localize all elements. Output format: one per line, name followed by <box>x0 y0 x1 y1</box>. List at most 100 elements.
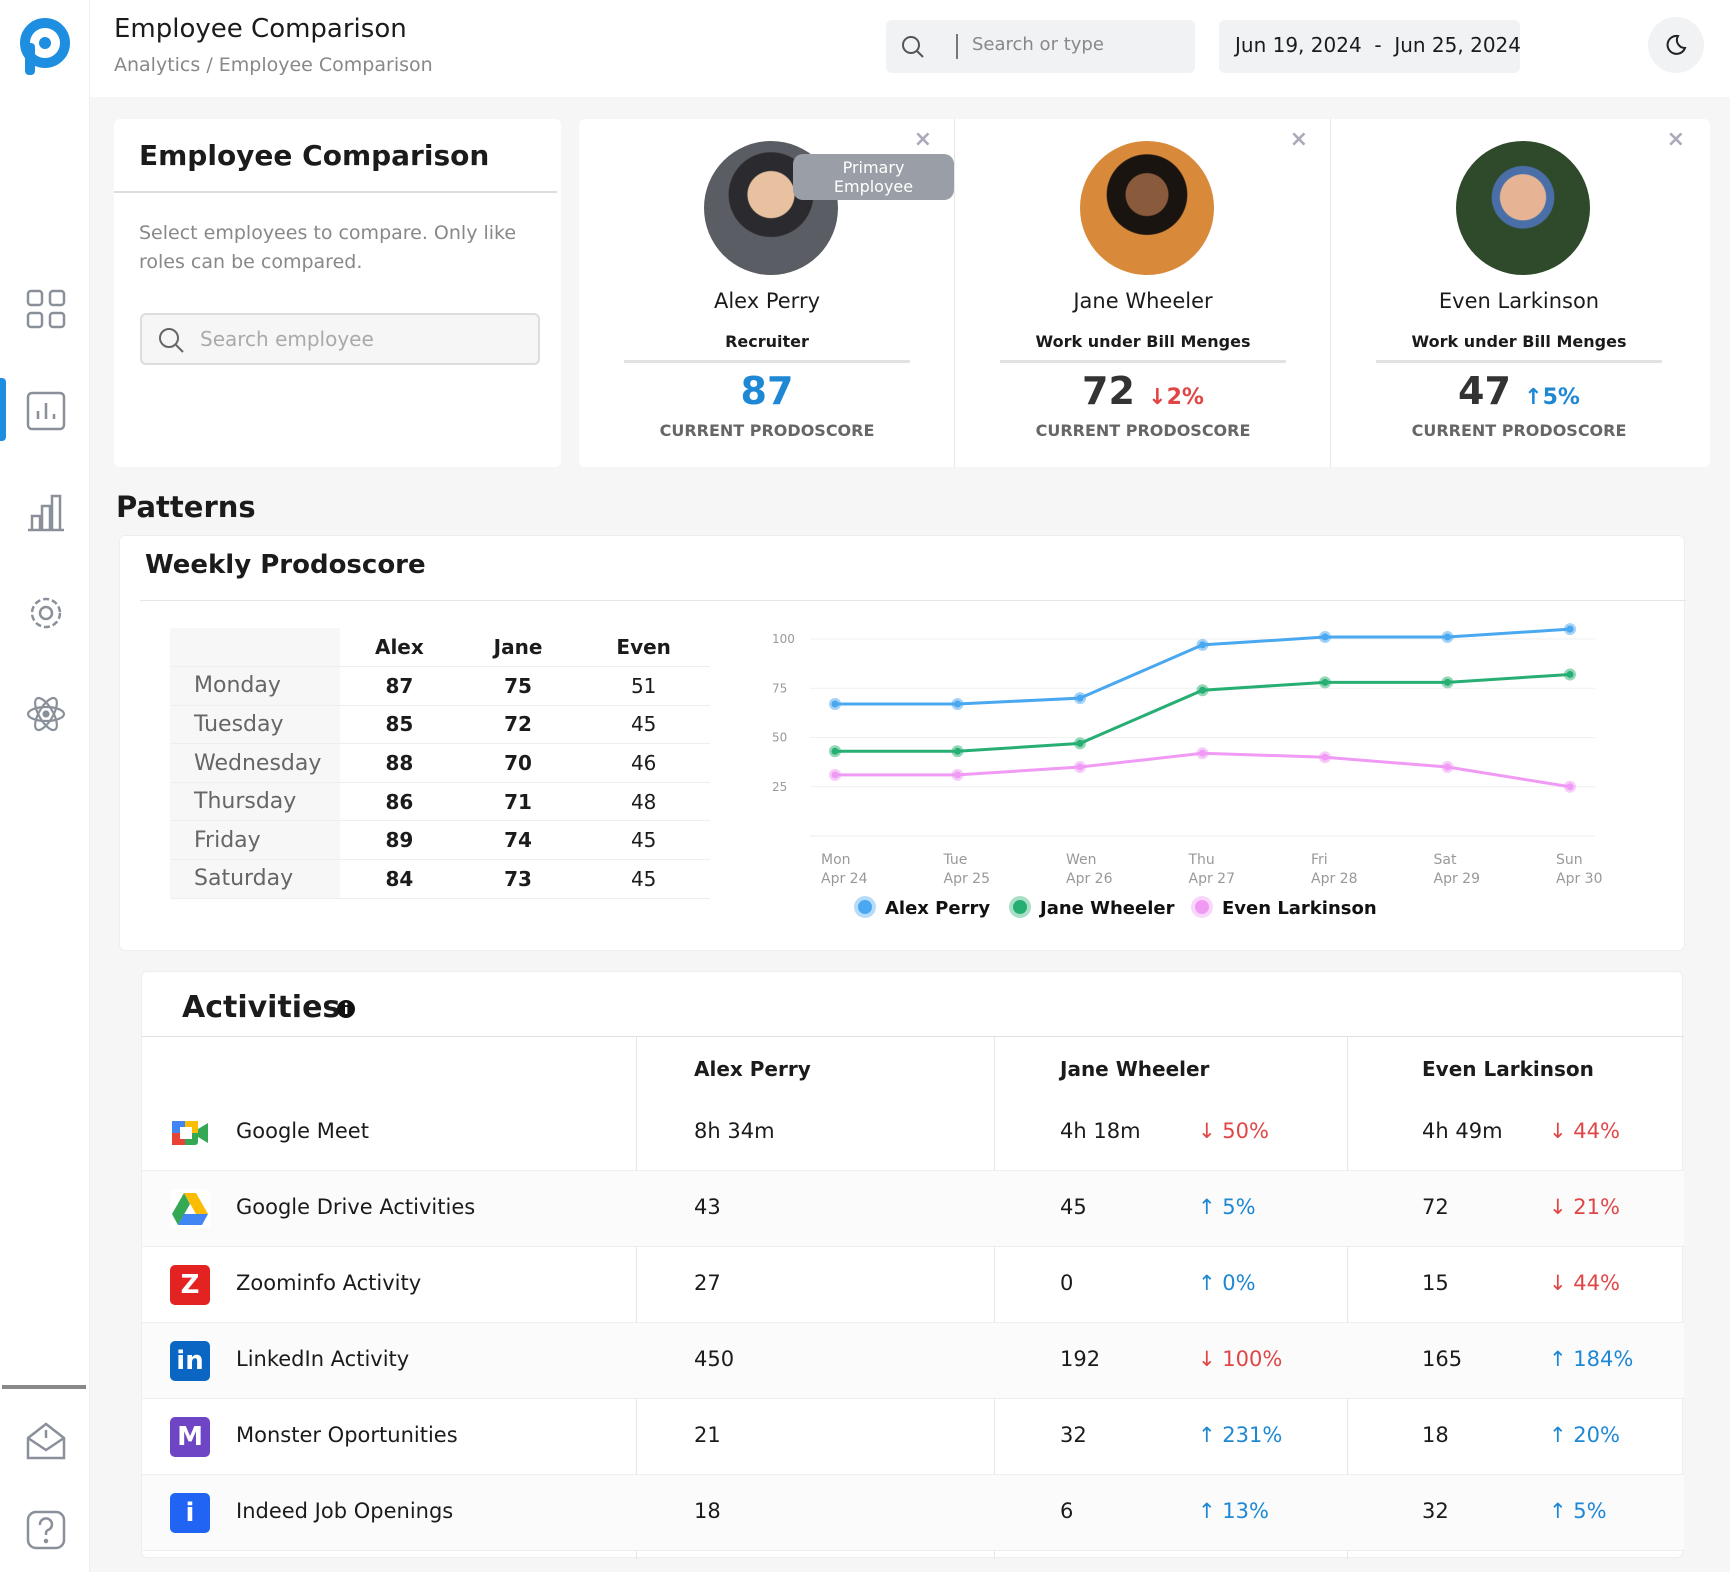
card-title: Weekly Prodoscore <box>145 550 426 580</box>
data-point-core <box>954 747 961 755</box>
score-cell: 71 <box>458 782 578 822</box>
employee-name: Jane Wheeler <box>1073 289 1213 313</box>
weekly-line-chart: 25 50 75 100 Mon Apr 24 Tue Apr 25 Wen Apr 26 Thu A… <box>772 623 1602 919</box>
legend-label: Jane Wheeler <box>1038 898 1175 919</box>
data-point-core <box>1321 633 1329 641</box>
date-range-picker[interactable]: Jun 19, 2024 - Jun 25, 2024 <box>1219 20 1521 73</box>
current-score: 47 <box>1458 369 1511 413</box>
legend-marker-core <box>858 900 872 914</box>
current-score: 72 <box>1082 369 1135 413</box>
x-tick-date: Apr 26 <box>1066 871 1113 887</box>
activity-row: in LinkedIn Activity 450 192 ↓ 100% 165 … <box>142 1323 1684 1399</box>
remove-employee-icon[interactable]: × <box>1666 127 1685 152</box>
jane-value: 6 <box>1060 1499 1074 1523</box>
global-search[interactable]: Search or type <box>886 20 1195 73</box>
settings-gear-icon[interactable] <box>24 591 68 635</box>
alex-value: 450 <box>694 1347 735 1371</box>
data-point-core <box>1444 633 1451 641</box>
even-change: ↑ 184% <box>1549 1347 1634 1371</box>
app-name: LinkedIn Activity <box>236 1347 410 1371</box>
analytics-icon[interactable] <box>24 389 68 433</box>
score-cell: 45 <box>577 820 710 861</box>
employee-card: × Jane Wheeler Work under Bill Menges 72… <box>955 119 1331 467</box>
employee-avatar <box>1080 141 1214 275</box>
prodoscore-logo[interactable] <box>18 18 72 76</box>
score-cell: 74 <box>458 820 578 861</box>
primary-employee-badge: Primary Employee <box>793 154 954 200</box>
remove-employee-icon[interactable]: × <box>913 127 932 152</box>
jane-change: ↑ 0% <box>1198 1271 1256 1295</box>
dashboard-grid-icon[interactable] <box>24 287 68 331</box>
alex-value: 8h 34m <box>694 1119 775 1143</box>
activity-row: i Indeed Job Openings 18 6 ↑ 13% 32 ↑ 5% <box>142 1475 1684 1551</box>
score-cell: 85 <box>340 705 459 745</box>
jane-change: ↑ 13% <box>1198 1499 1269 1523</box>
sidebar <box>0 0 90 1572</box>
search-input[interactable]: Search or type <box>972 34 1104 55</box>
score-cell: 73 <box>458 859 578 899</box>
x-tick-day: Mon <box>821 852 851 868</box>
panel-description: Select employees to compare. Only like r… <box>139 222 517 273</box>
google-meet-icon <box>170 1113 210 1153</box>
x-tick-date: Apr 30 <box>1556 871 1602 887</box>
even-change: ↓ 44% <box>1549 1119 1620 1143</box>
app-name: Google Meet <box>236 1119 369 1143</box>
app-name: Indeed Job Openings <box>236 1499 454 1523</box>
table-row: Monday 87 75 51 <box>170 666 710 706</box>
jane-change: ↓ 100% <box>1198 1347 1283 1371</box>
data-point-core <box>1199 641 1206 649</box>
even-change: ↑ 20% <box>1549 1423 1620 1447</box>
activities-title: Activities <box>182 990 341 1025</box>
data-point-core <box>1444 763 1451 771</box>
remove-employee-icon[interactable]: × <box>1289 127 1308 152</box>
y-tick-label: 100 <box>772 632 795 646</box>
employee-profiles: × Primary Employee Alex Perry Recruiter … <box>579 119 1710 467</box>
info-icon[interactable] <box>336 999 356 1019</box>
google-drive-icon <box>170 1189 210 1229</box>
data-point-core <box>1566 670 1574 678</box>
data-point-core <box>954 700 961 708</box>
data-point-core <box>1566 625 1574 633</box>
help-icon[interactable] <box>24 1508 68 1552</box>
weekly-prodoscore-card: Weekly Prodoscore Alex Jane Even Monday 87 75… <box>119 535 1686 951</box>
x-tick-day: Sat <box>1434 852 1457 868</box>
data-point-core <box>831 700 839 708</box>
jane-change: ↑ 231% <box>1198 1423 1283 1447</box>
data-point-core <box>1566 783 1574 791</box>
score-cell: 46 <box>577 743 710 783</box>
day-label: Thursday <box>170 782 340 822</box>
data-point-core <box>1076 694 1084 702</box>
dark-mode-toggle[interactable] <box>1648 17 1704 73</box>
table-row: Tuesday 85 72 45 <box>170 705 710 745</box>
alex-value: 43 <box>694 1195 721 1219</box>
zoominfo-icon: Z <box>170 1265 210 1305</box>
day-label: Tuesday <box>170 705 340 745</box>
jane-value: 4h 18m <box>1060 1119 1141 1143</box>
app-name: Zoominfo Activity <box>236 1271 422 1295</box>
monster-icon: M <box>170 1417 210 1457</box>
alex-value: 18 <box>694 1499 721 1523</box>
score-cell: 86 <box>340 782 459 822</box>
search-icon <box>159 328 184 353</box>
mail-alert-icon[interactable] <box>24 1420 68 1464</box>
score-cell: 48 <box>577 782 710 822</box>
alex-value: 27 <box>694 1271 721 1295</box>
table-row: Friday 89 74 45 <box>170 820 710 861</box>
activity-row: M Monster Oportunities 21 32 ↑ 231% 18 ↑… <box>142 1399 1684 1475</box>
x-tick-date: Apr 24 <box>821 871 868 887</box>
legend-label: Alex Perry <box>885 898 990 919</box>
breadcrumb[interactable]: Analytics / Employee Comparison <box>114 54 433 76</box>
bar-chart-icon[interactable] <box>24 490 68 534</box>
jane-value: 0 <box>1060 1271 1074 1295</box>
employee-search-input[interactable]: Search employee <box>140 313 540 365</box>
even-change: ↓ 44% <box>1549 1271 1620 1295</box>
table-row: Saturday 84 73 45 <box>170 859 710 899</box>
x-tick-date: Apr 25 <box>944 871 990 887</box>
legend-marker-core <box>1013 900 1027 914</box>
employee-card: × Even Larkinson Work under Bill Menges … <box>1331 119 1707 467</box>
x-tick-day: Sun <box>1556 852 1583 868</box>
table-header: Jane <box>458 628 578 668</box>
jane-value: 32 <box>1060 1423 1087 1447</box>
day-label: Monday <box>170 666 340 706</box>
atom-icon[interactable] <box>24 692 68 736</box>
